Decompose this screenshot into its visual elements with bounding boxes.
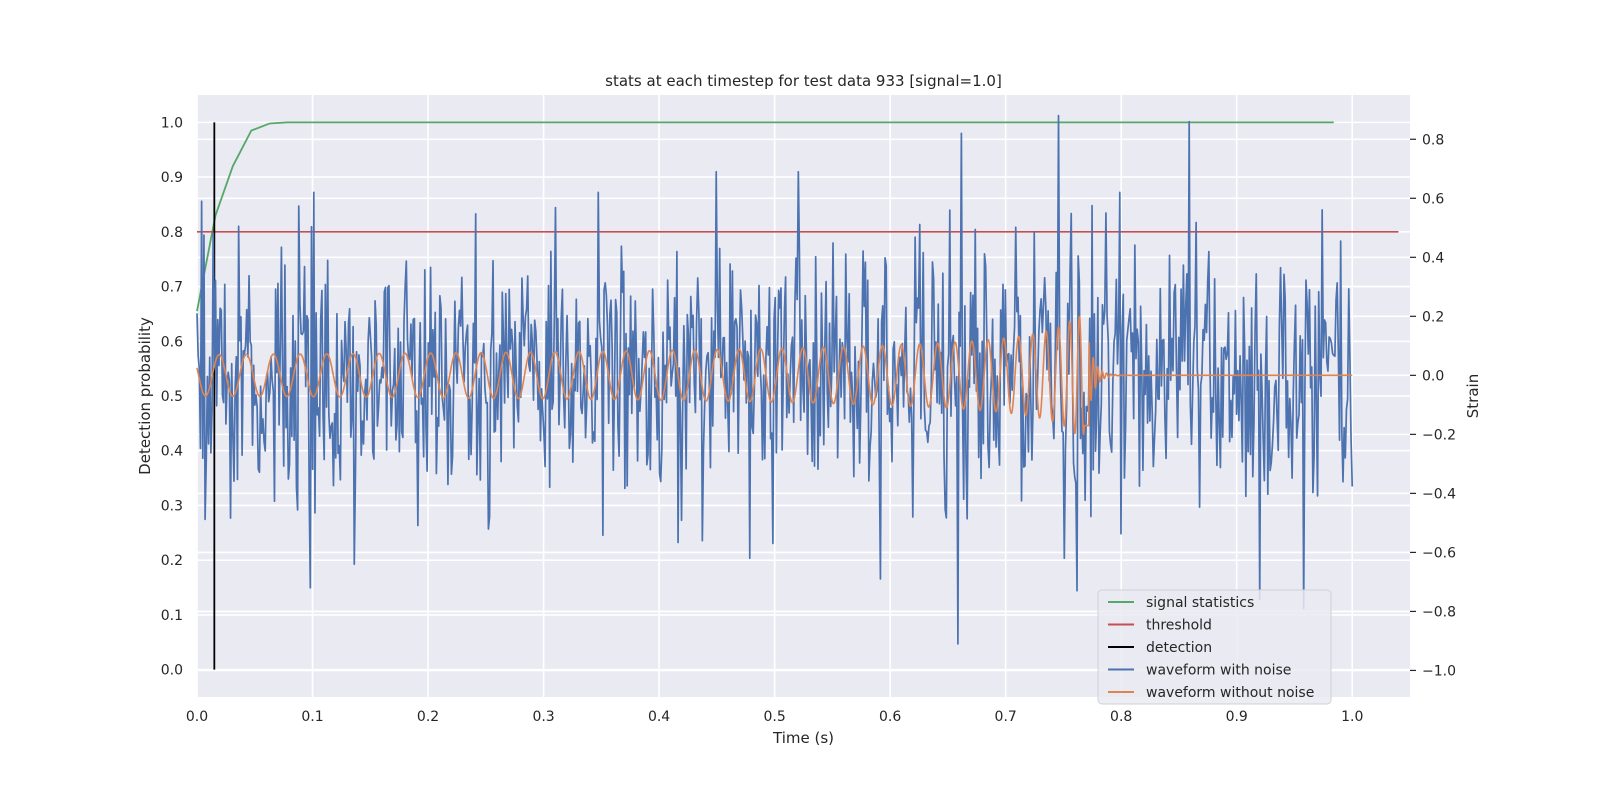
- x-tick-label: 0.3: [532, 709, 554, 725]
- y2-tick-label: −0.4: [1422, 486, 1456, 502]
- y-tick-label: 0.2: [161, 553, 183, 569]
- legend-box: [1097, 589, 1332, 705]
- x-tick-label: 0.8: [1110, 709, 1132, 725]
- axes: 0.0 0.1 0.2 0.3 0.4 0.5 0.6 0.7 0.8 0.9 1.0 0.0 0.1 0…: [161, 115, 1456, 725]
- x-tick-label: 1.0: [1341, 709, 1363, 725]
- y-tick-label: 0.5: [161, 389, 183, 405]
- x-tick-label: 0.2: [417, 709, 439, 725]
- y2-tick-label: 0.8: [1422, 132, 1444, 148]
- x-axis-label: Time (s): [772, 729, 834, 747]
- legend-label-waveform-with-noise: waveform with noise: [1146, 663, 1291, 679]
- legend-label-detection: detection: [1146, 640, 1212, 656]
- legend-label-signal-statistics: signal statistics: [1146, 595, 1254, 611]
- x-tick-label: 0.4: [648, 709, 670, 725]
- y2-tick-label: −0.8: [1422, 604, 1456, 620]
- y2-tick-label: 0.4: [1422, 250, 1444, 266]
- y2-tick-label: −0.6: [1422, 545, 1456, 561]
- legend-label-threshold: threshold: [1146, 618, 1212, 634]
- y2-axis-label: Strain: [1464, 374, 1482, 418]
- x-tick-label: 0.1: [301, 709, 323, 725]
- y-tick-label: 0.7: [161, 280, 183, 296]
- y-tick-label: 0.3: [161, 498, 183, 514]
- y-tick-label: 0.4: [161, 444, 183, 460]
- y2-tick-label: 0.0: [1422, 368, 1444, 384]
- series-layer: [196, 114, 1399, 670]
- y-tick-label: 0.1: [161, 608, 183, 624]
- signal-statistics-line: [196, 121, 1334, 312]
- y2-tick-label: −0.2: [1422, 427, 1456, 443]
- y2-tick-label: −1.0: [1422, 663, 1456, 679]
- y-tick-label: 0.8: [161, 225, 183, 241]
- chart-title: stats at each timestep for test data 933…: [605, 72, 1002, 90]
- waveform-without-noise-line: [196, 315, 1353, 436]
- waveform-with-noise-line: [196, 114, 1354, 645]
- y-tick-label: 0.9: [161, 170, 183, 186]
- y2-tick-label: 0.6: [1422, 191, 1444, 207]
- legend-label-waveform-without-noise: waveform without noise: [1146, 685, 1314, 701]
- y2-tick-label: 0.2: [1422, 309, 1444, 325]
- x-tick-label: 0.9: [1226, 709, 1248, 725]
- y-tick-label: 0.0: [161, 663, 183, 679]
- legend: signal statistics threshold detection wavef…: [1097, 589, 1332, 705]
- y-tick-label: 1.0: [161, 115, 183, 131]
- x-tick-label: 0.5: [763, 709, 785, 725]
- y-tick-label: 0.6: [161, 334, 183, 350]
- y-axis-label: Detection probability: [136, 317, 154, 475]
- x-tick-label: 0.0: [186, 709, 208, 725]
- x-tick-label: 0.6: [879, 709, 901, 725]
- x-tick-label: 0.7: [995, 709, 1017, 725]
